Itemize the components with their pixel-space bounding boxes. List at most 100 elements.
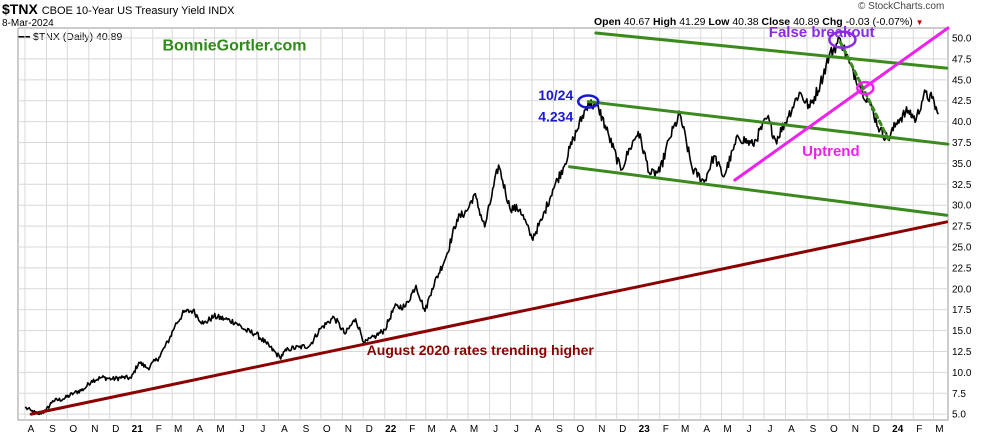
- y-tick-label: 37.5: [952, 138, 972, 149]
- x-tick-label: 23: [639, 424, 651, 435]
- plot-frame: [17, 27, 949, 421]
- y-tick-label: 42.5: [952, 96, 972, 107]
- y-tick-label: 17.5: [952, 305, 972, 316]
- x-tick-label: M: [723, 424, 731, 435]
- y-tick-label: 7.5: [952, 389, 966, 400]
- x-tick-label: F: [663, 424, 669, 435]
- highlight-circle-circle_pink: [856, 80, 875, 96]
- symbol-description: CBOE 10-Year US Treasury Yield INDX: [41, 5, 235, 17]
- annotation-10-24: 10/24: [538, 87, 573, 103]
- y-tick-label: 50.0: [952, 34, 972, 45]
- annotation-false-breakout: False breakout: [769, 24, 875, 41]
- y-tick-label: 35.0: [952, 159, 972, 170]
- x-tick-label: A: [28, 424, 35, 435]
- y-tick-label: 40.0: [952, 117, 972, 128]
- trend-line-channel-1: [594, 31, 949, 70]
- x-tick-label: M: [428, 424, 436, 435]
- watermark: © StockCharts.com: [858, 1, 945, 12]
- x-tick-label: 24: [892, 424, 904, 435]
- chg-label: Chg: [822, 16, 843, 28]
- y-tick-label: 15.0: [952, 326, 972, 337]
- close-value: 40.89: [793, 16, 820, 28]
- y-tick-label: 45.0: [952, 75, 972, 86]
- y-tick-label: 20.0: [952, 284, 972, 295]
- trend-line-channel-3: [567, 165, 949, 217]
- chart-symbol: $TNX CBOE 10-Year US Treasury Yield INDX: [2, 1, 234, 17]
- highlight-circle-circle_purple: [828, 30, 857, 49]
- x-tick-label: M: [681, 424, 689, 435]
- annotation-bonniegortler-com: BonnieGortler.com: [162, 38, 306, 55]
- down-triangle-icon: ▼: [915, 18, 924, 27]
- y-tick-label: 12.5: [952, 347, 972, 358]
- x-tick-label: N: [598, 424, 605, 435]
- x-tick-label: S: [810, 424, 817, 435]
- x-tick-label: N: [91, 424, 98, 435]
- x-tick-label: A: [703, 424, 710, 435]
- x-tick-label: A: [788, 424, 795, 435]
- x-tick-label: S: [49, 424, 56, 435]
- x-tick-label: A: [196, 424, 203, 435]
- x-tick-label: S: [556, 424, 563, 435]
- y-tick-label: 10.0: [952, 368, 972, 379]
- legend-swatch: [18, 36, 30, 39]
- high-label: High: [652, 16, 677, 28]
- x-tick-label: F: [916, 424, 922, 435]
- x-tick-label: O: [69, 424, 77, 435]
- open-label: Open: [594, 16, 621, 28]
- x-tick-label: J: [747, 424, 752, 435]
- x-tick-label: A: [450, 424, 457, 435]
- y-tick-label: 32.5: [952, 180, 972, 191]
- x-tick-label: D: [366, 424, 373, 435]
- x-tick-label: F: [156, 424, 162, 435]
- x-tick-label: F: [409, 424, 415, 435]
- y-tick-label: 30.0: [952, 201, 972, 212]
- chg-value: -0.03 (-0.07%): [845, 16, 913, 28]
- price-series-line: [24, 36, 940, 416]
- x-tick-label: N: [852, 424, 859, 435]
- y-tick-label: 22.5: [952, 263, 972, 274]
- x-tick-label: D: [112, 424, 119, 435]
- x-tick-label: J: [260, 424, 265, 435]
- close-label: Close: [761, 16, 791, 28]
- y-tick-label: 25.0: [952, 242, 972, 253]
- x-tick-label: M: [935, 424, 943, 435]
- x-tick-label: J: [240, 424, 245, 435]
- highlight-circle-circle_blue: [576, 94, 600, 109]
- x-tick-label: O: [830, 424, 838, 435]
- open-value: 40.67: [623, 16, 651, 28]
- y-tick-label: 27.5: [952, 222, 972, 233]
- x-tick-label: S: [303, 424, 310, 435]
- chart-date: 8-Mar-2024: [2, 18, 54, 29]
- x-tick-label: N: [345, 424, 352, 435]
- high-value: 41.29: [679, 16, 706, 28]
- annotation-uptrend: Uptrend: [802, 143, 860, 160]
- x-tick-label: J: [767, 424, 772, 435]
- x-tick-label: J: [514, 424, 519, 435]
- low-value: 40.38: [732, 16, 759, 28]
- trend-line-uptrend-4: [733, 26, 950, 182]
- x-tick-label: D: [619, 424, 626, 435]
- y-tick-label: 5.0: [952, 410, 966, 421]
- x-tick-label: M: [470, 424, 478, 435]
- x-tick-label: 22: [385, 424, 397, 435]
- symbol-text: $TNX: [2, 1, 38, 17]
- x-tick-label: A: [535, 424, 542, 435]
- x-tick-label: A: [281, 424, 288, 435]
- low-label: Low: [708, 16, 730, 28]
- x-tick-label: D: [873, 424, 880, 435]
- dashed-trend-line: [838, 40, 890, 141]
- x-tick-label: J: [493, 424, 498, 435]
- trend-line-longtrend-0: [29, 220, 949, 416]
- ohlc-readout: Open 40.67 High 41.29 Low 40.38 Close 40…: [594, 16, 924, 28]
- y-tick-label: 47.5: [952, 54, 972, 65]
- legend-label: $TNX (Daily) 40.89: [33, 31, 123, 43]
- series-legend: $TNX (Daily) 40.89: [18, 31, 122, 43]
- x-tick-label: O: [576, 424, 584, 435]
- x-tick-label: M: [216, 424, 224, 435]
- x-tick-label: 21: [132, 424, 144, 435]
- x-tick-label: O: [323, 424, 331, 435]
- annotation-4-234: 4.234: [538, 109, 573, 125]
- annotation-august-2020-rates-trending-higher: August 2020 rates trending higher: [367, 342, 595, 358]
- x-tick-label: M: [174, 424, 182, 435]
